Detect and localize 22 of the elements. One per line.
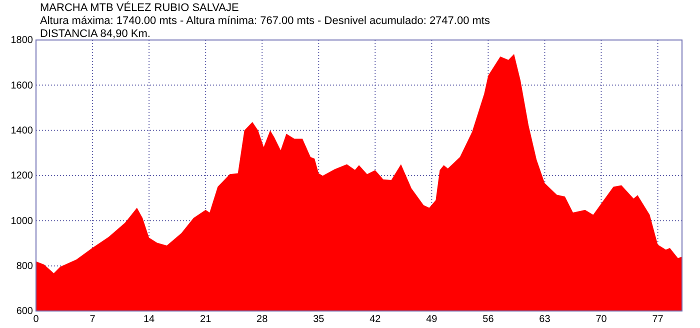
- x-tick-label: 63: [539, 314, 551, 326]
- y-tick-label: 1800: [10, 35, 34, 46]
- x-tick-label: 14: [143, 314, 156, 326]
- y-tick-label: 800: [16, 261, 34, 272]
- x-tick-label: 21: [200, 314, 212, 326]
- x-tick-label: 42: [370, 314, 382, 326]
- chart-subtitle: Altura máxima: 1740.00 mts - Altura mínima: 767.00 mts - Desnivel acumulado: 2747.00 mts: [40, 15, 490, 27]
- x-tick-label: 70: [596, 314, 608, 326]
- x-tick-label: 35: [313, 314, 325, 326]
- x-tick-label: 0: [33, 314, 40, 326]
- x-tick-label: 49: [426, 314, 438, 326]
- x-tick-label: 56: [482, 314, 494, 326]
- chart-title: MARCHA MTB VÉLEZ RUBIO SALVAJE: [40, 1, 239, 14]
- y-tick-label: 600: [16, 306, 34, 318]
- x-tick-label: 77: [652, 314, 664, 326]
- x-tick-label: 28: [256, 314, 268, 326]
- annotation: DISTANCIA 84,90 Km.: [40, 28, 150, 40]
- y-tick-label: 1600: [10, 80, 34, 92]
- x-tick-label: 7: [90, 314, 96, 326]
- y-tick-label: 1200: [10, 170, 34, 182]
- y-tick-label: 1400: [10, 126, 34, 137]
- y-tick-label: 1000: [10, 216, 34, 227]
